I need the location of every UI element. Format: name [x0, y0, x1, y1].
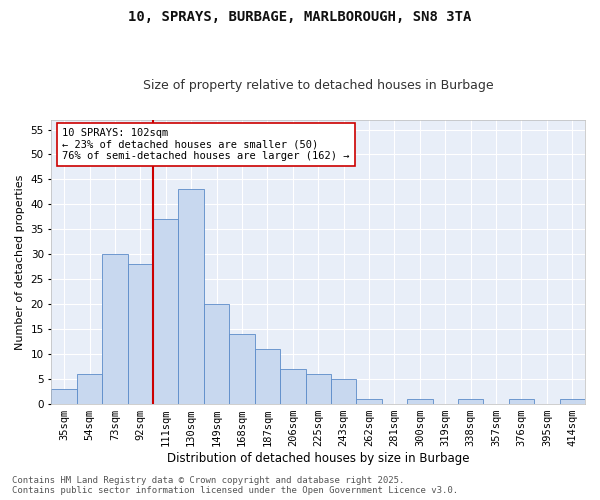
Bar: [280, 369, 305, 404]
Bar: [204, 304, 229, 404]
Bar: [407, 399, 433, 404]
Y-axis label: Number of detached properties: Number of detached properties: [15, 174, 25, 350]
Bar: [305, 374, 331, 404]
Text: Contains HM Land Registry data © Crown copyright and database right 2025.
Contai: Contains HM Land Registry data © Crown c…: [12, 476, 458, 495]
Bar: [509, 399, 534, 404]
Bar: [178, 190, 204, 404]
Title: Size of property relative to detached houses in Burbage: Size of property relative to detached ho…: [143, 79, 494, 92]
Bar: [77, 374, 102, 404]
Text: 10, SPRAYS, BURBAGE, MARLBOROUGH, SN8 3TA: 10, SPRAYS, BURBAGE, MARLBOROUGH, SN8 3T…: [128, 10, 472, 24]
Bar: [560, 399, 585, 404]
X-axis label: Distribution of detached houses by size in Burbage: Distribution of detached houses by size …: [167, 452, 469, 465]
Bar: [128, 264, 153, 404]
Bar: [229, 334, 255, 404]
Bar: [52, 389, 77, 404]
Text: 10 SPRAYS: 102sqm
← 23% of detached houses are smaller (50)
76% of semi-detached: 10 SPRAYS: 102sqm ← 23% of detached hous…: [62, 128, 350, 162]
Bar: [102, 254, 128, 404]
Bar: [153, 220, 178, 404]
Bar: [331, 379, 356, 404]
Bar: [255, 349, 280, 404]
Bar: [356, 399, 382, 404]
Bar: [458, 399, 484, 404]
